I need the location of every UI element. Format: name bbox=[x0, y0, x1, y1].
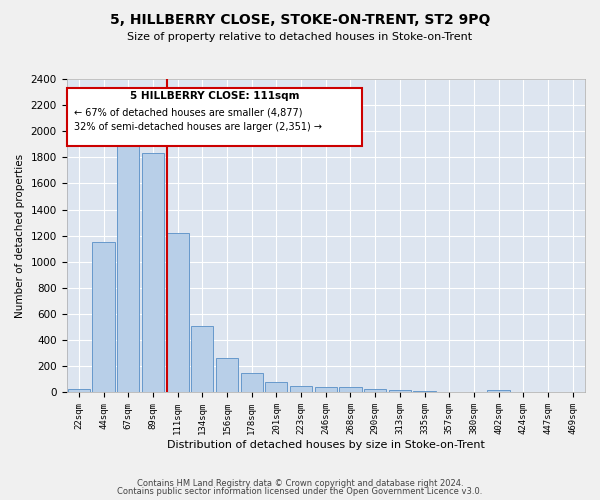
Bar bbox=[191, 326, 214, 392]
Bar bbox=[216, 358, 238, 392]
Bar bbox=[117, 138, 139, 392]
X-axis label: Distribution of detached houses by size in Stoke-on-Trent: Distribution of detached houses by size … bbox=[167, 440, 485, 450]
Bar bbox=[241, 373, 263, 392]
Text: 32% of semi-detached houses are larger (2,351) →: 32% of semi-detached houses are larger (… bbox=[74, 122, 322, 132]
Bar bbox=[314, 386, 337, 392]
Bar bbox=[487, 390, 509, 392]
Bar bbox=[265, 382, 287, 392]
Bar bbox=[340, 387, 362, 392]
Bar bbox=[413, 390, 436, 392]
Bar bbox=[167, 233, 189, 392]
Bar bbox=[290, 386, 312, 392]
Text: 5, HILLBERRY CLOSE, STOKE-ON-TRENT, ST2 9PQ: 5, HILLBERRY CLOSE, STOKE-ON-TRENT, ST2 … bbox=[110, 12, 490, 26]
Bar bbox=[68, 388, 90, 392]
Bar bbox=[142, 154, 164, 392]
Y-axis label: Number of detached properties: Number of detached properties bbox=[15, 154, 25, 318]
Text: ← 67% of detached houses are smaller (4,877): ← 67% of detached houses are smaller (4,… bbox=[74, 108, 302, 118]
Bar bbox=[364, 389, 386, 392]
Text: 5 HILLBERRY CLOSE: 111sqm: 5 HILLBERRY CLOSE: 111sqm bbox=[130, 91, 299, 101]
Text: Contains public sector information licensed under the Open Government Licence v3: Contains public sector information licen… bbox=[118, 487, 482, 496]
Text: Contains HM Land Registry data © Crown copyright and database right 2024.: Contains HM Land Registry data © Crown c… bbox=[137, 478, 463, 488]
Text: Size of property relative to detached houses in Stoke-on-Trent: Size of property relative to detached ho… bbox=[127, 32, 473, 42]
Bar bbox=[92, 242, 115, 392]
Bar bbox=[389, 390, 411, 392]
